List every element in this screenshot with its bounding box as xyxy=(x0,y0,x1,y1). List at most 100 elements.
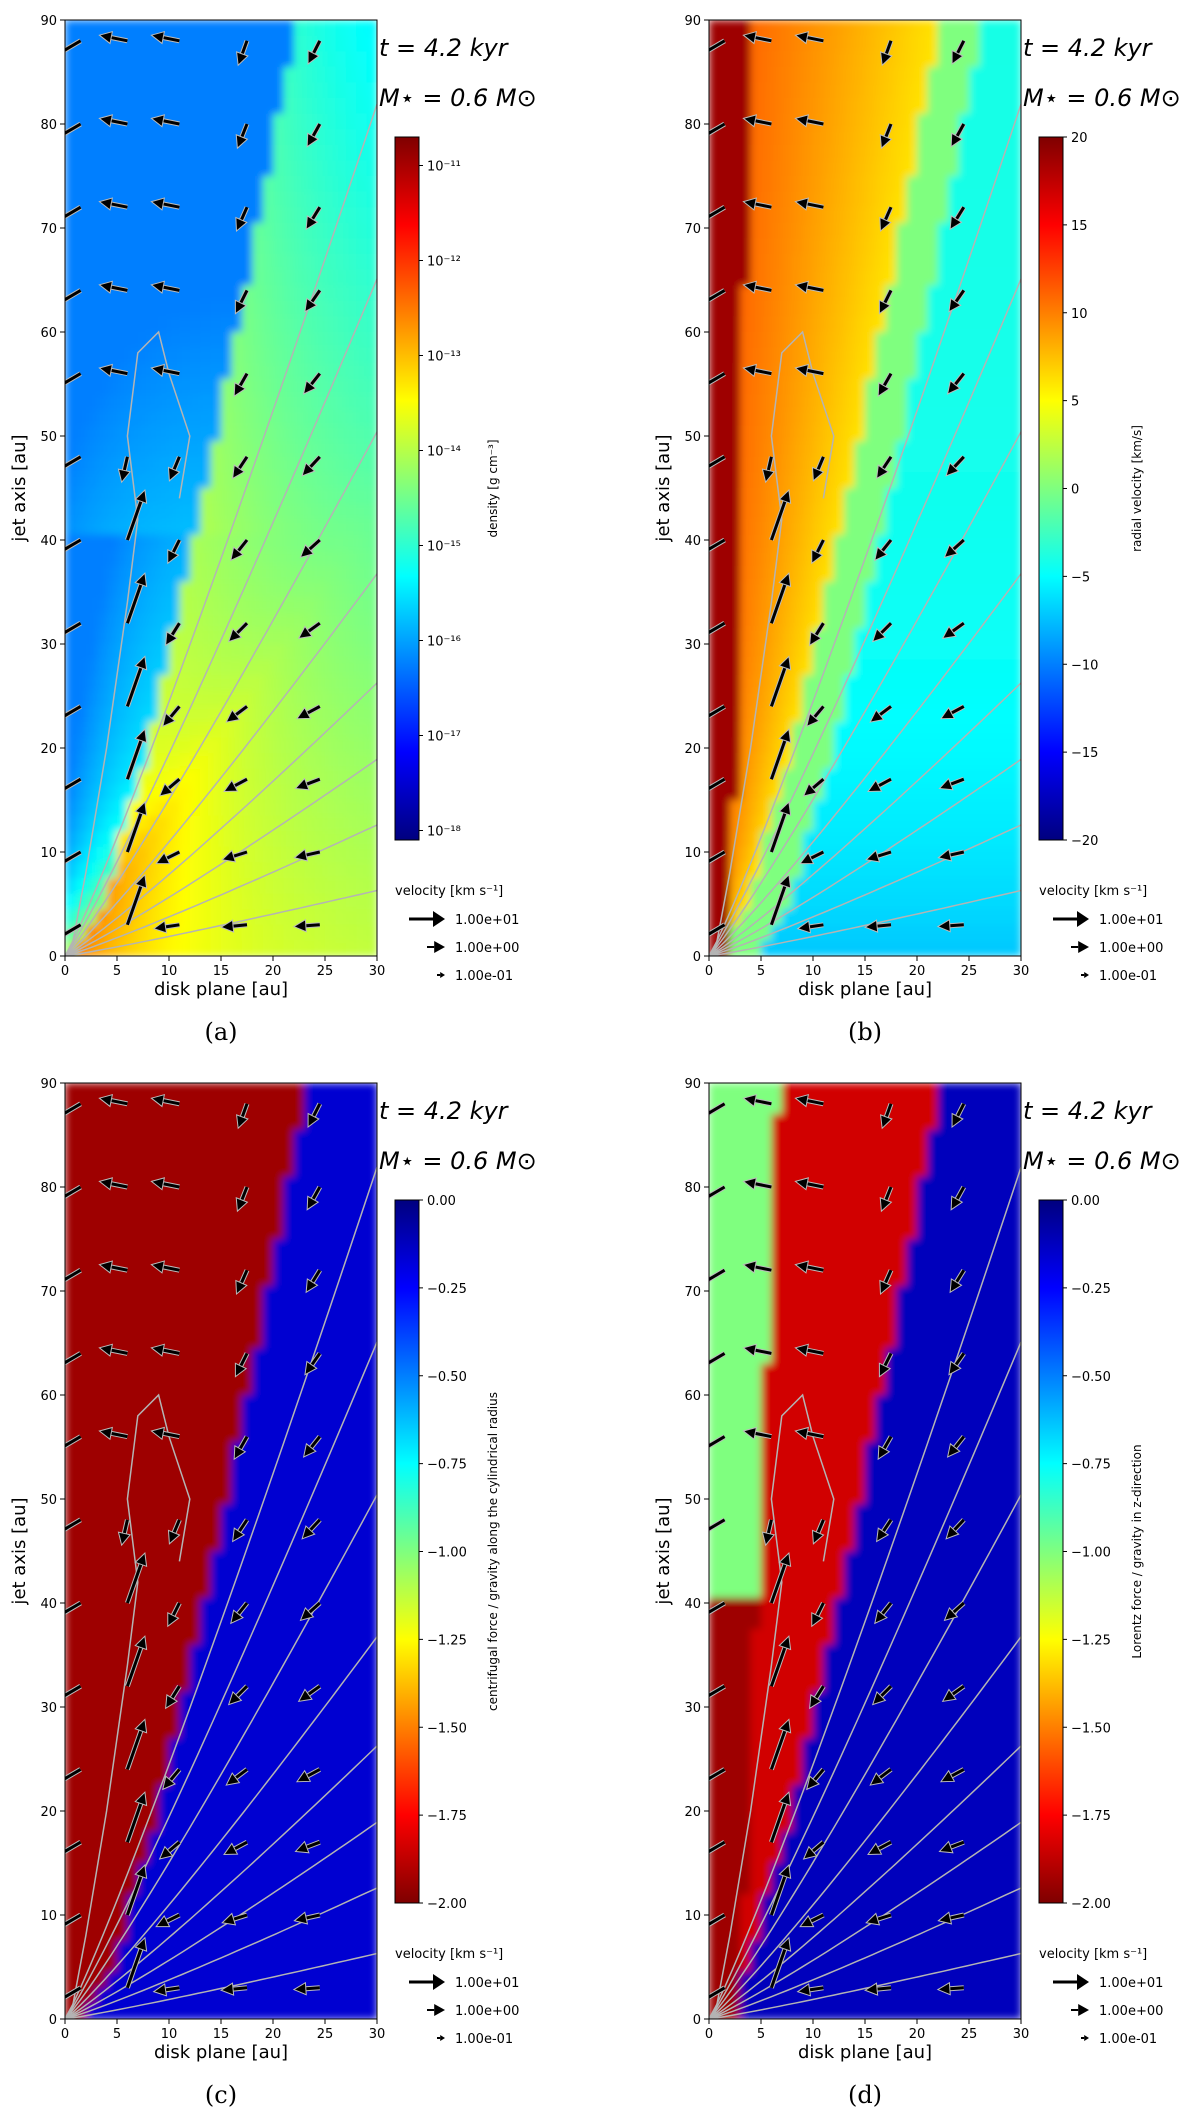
heatmap-cell xyxy=(96,1317,108,1334)
heatmap-cell xyxy=(65,347,76,364)
heatmap-cell xyxy=(729,722,741,739)
heatmap-cell xyxy=(273,815,284,832)
heatmap-cell xyxy=(200,20,212,37)
heatmap-cell xyxy=(885,191,897,208)
heatmap-cell xyxy=(106,35,118,52)
heatmap-cell xyxy=(65,1847,76,1864)
heatmap-cell xyxy=(719,503,731,520)
heatmap-cell xyxy=(148,1909,160,1926)
heatmap-cell xyxy=(792,191,804,208)
heatmap-cell xyxy=(989,316,1001,333)
heatmap-cell xyxy=(179,1223,191,1240)
heatmap-cell xyxy=(896,51,908,68)
heatmap-cell xyxy=(885,207,897,224)
heatmap-cell xyxy=(865,222,876,239)
heatmap-cell xyxy=(127,347,139,364)
heatmap-cell xyxy=(96,1457,108,1474)
heatmap-cell xyxy=(792,285,804,302)
heatmap-cell xyxy=(719,675,731,692)
heatmap-cell xyxy=(366,612,377,629)
heatmap-cell xyxy=(833,831,845,848)
heatmap-cell xyxy=(85,1285,97,1302)
heatmap-cell xyxy=(906,706,918,723)
arrow-head xyxy=(167,549,180,565)
heatmap-cell xyxy=(127,1753,139,1770)
heatmap-cell xyxy=(709,519,720,536)
heatmap-cell xyxy=(989,66,1001,83)
heatmap-cell xyxy=(1010,129,1021,146)
heatmap-cell xyxy=(335,706,347,723)
heatmap-cell xyxy=(366,176,377,193)
heatmap-cell xyxy=(200,784,212,801)
heatmap-cell xyxy=(740,51,752,68)
heatmap-cell xyxy=(169,1535,180,1552)
heatmap-cell xyxy=(137,425,149,442)
heatmap-cell xyxy=(273,332,284,349)
heatmap-cell xyxy=(85,1925,97,1942)
heatmap-cell xyxy=(1010,222,1021,239)
heatmap-cell xyxy=(75,441,87,458)
arrow-shaft xyxy=(882,372,893,387)
heatmap-cell xyxy=(833,800,845,817)
heatmap-cell xyxy=(65,20,76,37)
heatmap-cell xyxy=(906,846,918,863)
heatmap-cell xyxy=(96,597,108,614)
heatmap-cell xyxy=(823,176,835,193)
heatmap-cell xyxy=(189,472,201,489)
heatmap-cell xyxy=(283,378,295,395)
heatmap-cell xyxy=(293,347,305,364)
heatmap-cell xyxy=(96,394,108,411)
heatmap-cell xyxy=(356,940,368,956)
heatmap-cell xyxy=(137,1847,149,1864)
heatmap-cell xyxy=(210,254,222,271)
heatmap-cell xyxy=(117,488,128,505)
heatmap-cell xyxy=(792,35,804,52)
heatmap-cell xyxy=(854,722,866,739)
heatmap-cell xyxy=(989,644,1001,661)
heatmap-cell xyxy=(844,207,856,224)
heatmap-cell xyxy=(927,534,939,551)
velocity-legend-entry: 1.00e-01 xyxy=(455,969,513,984)
heatmap-cell xyxy=(127,394,139,411)
heatmap-cell xyxy=(221,51,232,68)
heatmap-cell xyxy=(75,1925,87,1942)
mass-annotation: M⋆ = 0.6 M⊙ xyxy=(1023,84,1181,112)
heatmap-cell xyxy=(148,1270,160,1287)
heatmap-cell xyxy=(241,472,253,489)
heatmap-cell xyxy=(345,846,357,863)
heatmap-cell xyxy=(137,597,149,614)
heatmap-cell xyxy=(241,581,253,598)
heatmap-cell xyxy=(96,1488,108,1505)
heatmap-cell xyxy=(927,300,939,317)
arrow-shaft xyxy=(876,923,892,928)
heatmap-cell xyxy=(761,20,772,37)
heatmap-cell xyxy=(179,862,191,879)
heatmap-cell xyxy=(106,784,118,801)
heatmap-cell xyxy=(781,753,793,770)
heatmap-cell xyxy=(1010,768,1021,785)
heatmap-cell xyxy=(283,488,295,505)
heatmap-cell xyxy=(792,316,804,333)
heatmap-cell xyxy=(729,410,741,427)
heatmap-cell xyxy=(979,893,991,910)
heatmap-cell xyxy=(200,534,212,551)
heatmap-cell xyxy=(325,534,336,551)
heatmap-cell xyxy=(948,644,960,661)
heatmap-cell xyxy=(106,1223,118,1240)
heatmap-cell xyxy=(792,144,804,161)
heatmap-cell xyxy=(750,98,762,115)
heatmap-cell xyxy=(958,222,970,239)
heatmap-cell xyxy=(958,815,970,832)
heatmap-cell xyxy=(293,113,305,130)
heatmap-cell xyxy=(854,207,866,224)
heatmap-cell xyxy=(241,878,253,895)
heatmap-cell xyxy=(906,909,918,926)
heatmap-cell xyxy=(137,1925,149,1942)
heatmap-cell xyxy=(85,1800,97,1817)
heatmap-cell xyxy=(179,1488,191,1505)
heatmap-cell xyxy=(75,238,87,255)
heatmap-cell xyxy=(96,924,108,941)
heatmap-cell xyxy=(781,254,793,271)
heatmap-cell xyxy=(896,441,908,458)
heatmap-cell xyxy=(137,909,149,926)
